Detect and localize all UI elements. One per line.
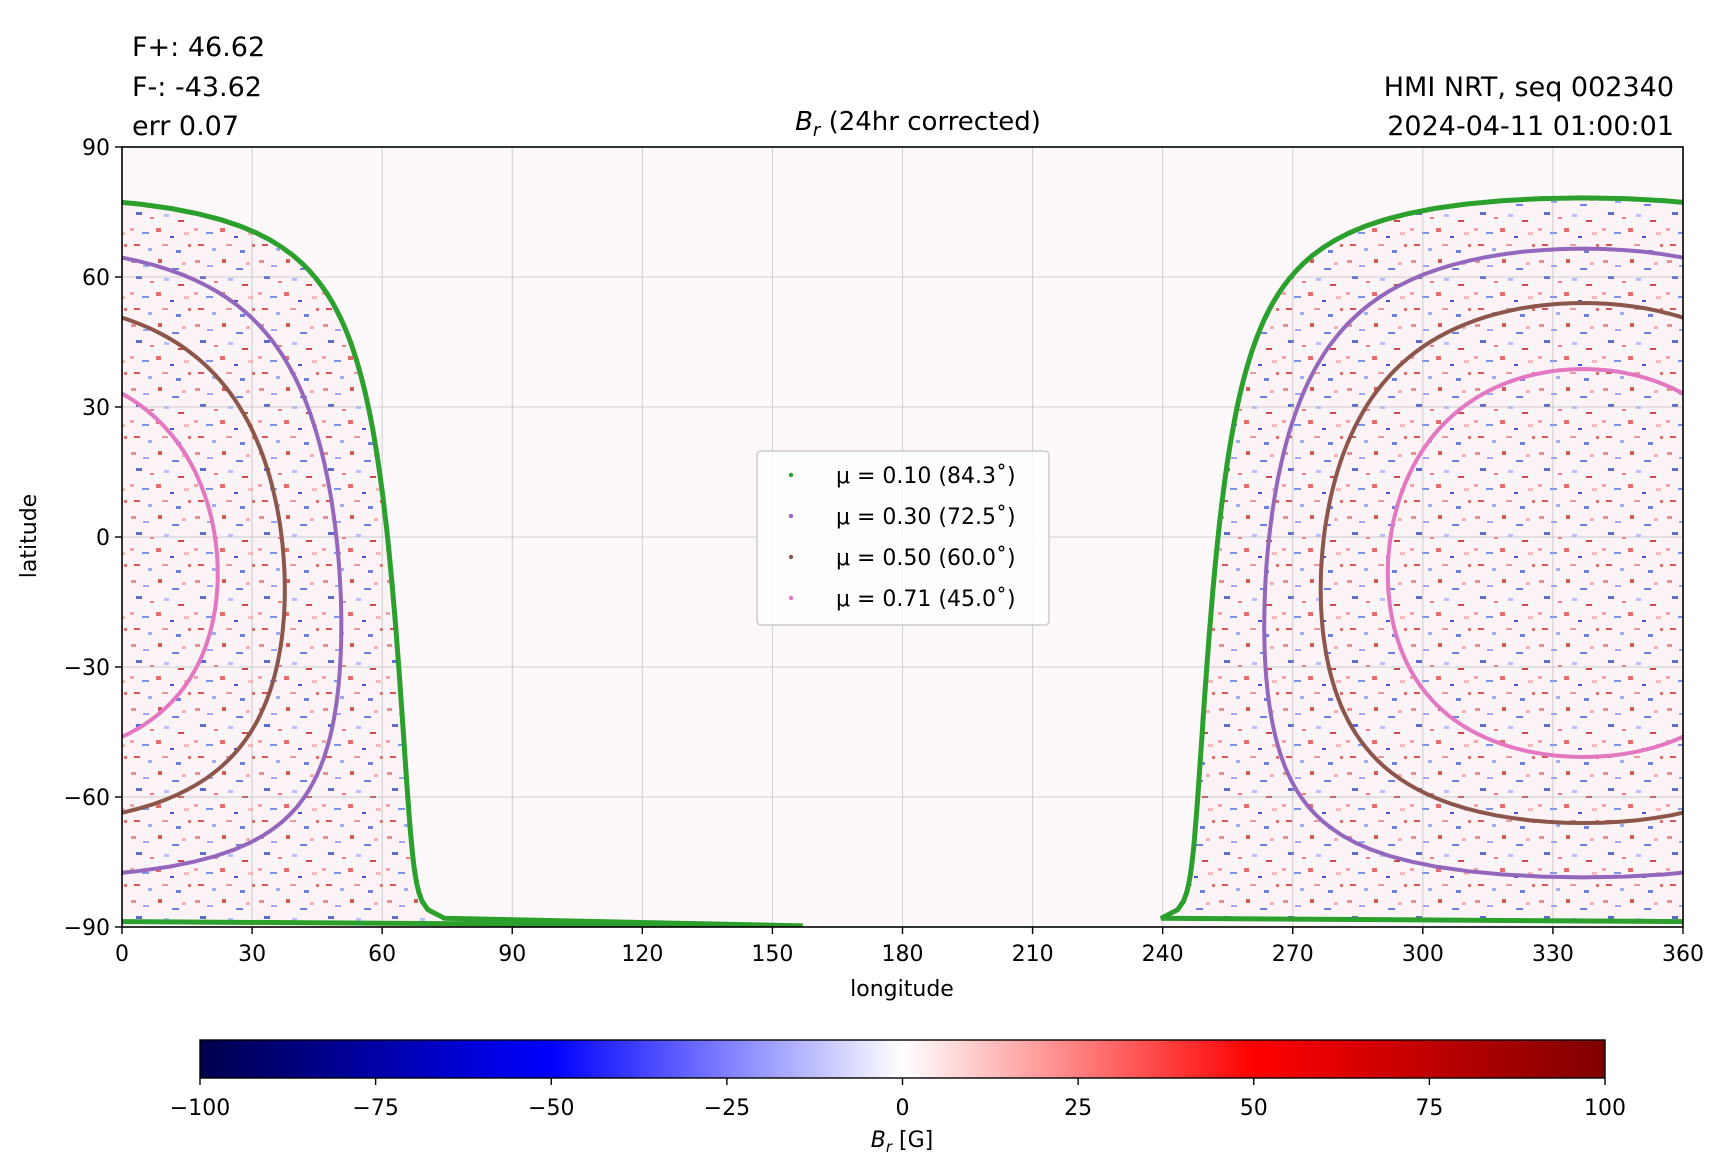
colorbar-tick-label: −100	[170, 1096, 230, 1121]
colorbar-tick-label: 50	[1240, 1096, 1268, 1121]
y-tick-label: −90	[64, 916, 110, 941]
x-tick-label: 180	[882, 942, 924, 967]
x-tick-label: 0	[115, 942, 129, 967]
contour-mu-1	[122, 255, 344, 875]
legend: μ = 0.10 (84.3˚) μ = 0.30 (72.5˚) μ = 0.50…	[756, 450, 1050, 626]
legend-marker-1	[788, 513, 794, 519]
contour-mu-2	[1318, 300, 1683, 826]
instrument-label: HMI NRT, seq 002340	[1383, 72, 1674, 103]
y-tick-label: 0	[96, 526, 110, 551]
y-tick-label: −60	[64, 786, 110, 811]
colorbar-tick-label: 0	[896, 1096, 910, 1121]
x-tick-label: 210	[1012, 942, 1054, 967]
colorbar-tick-label: −25	[704, 1096, 750, 1121]
chart-title: Br (24hr corrected)	[795, 107, 1041, 141]
colorbar: −100 −75 −50 −25 0 25 50 75 100 Br [G]	[170, 1039, 1626, 1152]
colorbar-tick-label: −50	[528, 1096, 574, 1121]
flux-positive: F+: 46.62	[132, 32, 266, 63]
x-tick-label: 360	[1662, 942, 1704, 967]
y-tick-label: 90	[82, 136, 110, 161]
mu-contours	[122, 195, 1683, 927]
y-tick-label: 30	[82, 396, 110, 421]
colorbar-label: Br [G]	[871, 1128, 933, 1152]
x-tick-label: 90	[498, 942, 526, 967]
axis-ticks: 0 30 60 90 120 150 180 210 240 270 300 330 360−90−60…	[64, 136, 1704, 967]
contour-mu-2	[122, 315, 287, 815]
contour-mu-0	[122, 199, 803, 927]
legend-label-0: μ = 0.10 (84.3˚)	[836, 464, 1016, 489]
contour-mu-3	[122, 391, 220, 739]
x-axis-label: longitude	[850, 977, 954, 1002]
contour-mu-3	[1385, 366, 1683, 760]
y-axis-label: latitude	[17, 494, 42, 578]
flux-negative: F-: -43.62	[132, 72, 262, 103]
x-tick-label: 300	[1402, 942, 1444, 967]
colorbar-tick-label: −75	[352, 1096, 398, 1121]
legend-marker-3	[788, 595, 794, 601]
visible-disk-west	[122, 202, 803, 926]
x-tick-label: 240	[1142, 942, 1184, 967]
legend-marker-2	[788, 554, 794, 560]
contour-mu-1	[1262, 246, 1683, 880]
contour-mu-0	[1159, 195, 1683, 925]
colorbar-gradient	[199, 1039, 1606, 1079]
colorbar-tick-label: 75	[1415, 1096, 1443, 1121]
colorbar-tick-label: 25	[1064, 1096, 1092, 1121]
colorbar-tick-label: 100	[1584, 1096, 1626, 1121]
x-tick-label: 120	[621, 942, 663, 967]
x-tick-label: 150	[751, 942, 793, 967]
x-tick-label: 60	[368, 942, 396, 967]
y-tick-label: −30	[64, 656, 110, 681]
legend-marker-0	[788, 472, 794, 478]
x-tick-label: 30	[238, 942, 266, 967]
y-tick-label: 60	[82, 266, 110, 291]
x-tick-label: 270	[1272, 942, 1314, 967]
flux-error: err 0.07	[132, 111, 240, 142]
legend-label-1: μ = 0.30 (72.5˚)	[836, 505, 1016, 530]
x-tick-label: 330	[1532, 942, 1574, 967]
legend-label-3: μ = 0.71 (45.0˚)	[836, 587, 1016, 612]
timestamp: 2024-04-11 01:00:01	[1387, 111, 1674, 142]
legend-label-2: μ = 0.50 (60.0˚)	[836, 546, 1016, 571]
legend-box	[756, 450, 1050, 626]
